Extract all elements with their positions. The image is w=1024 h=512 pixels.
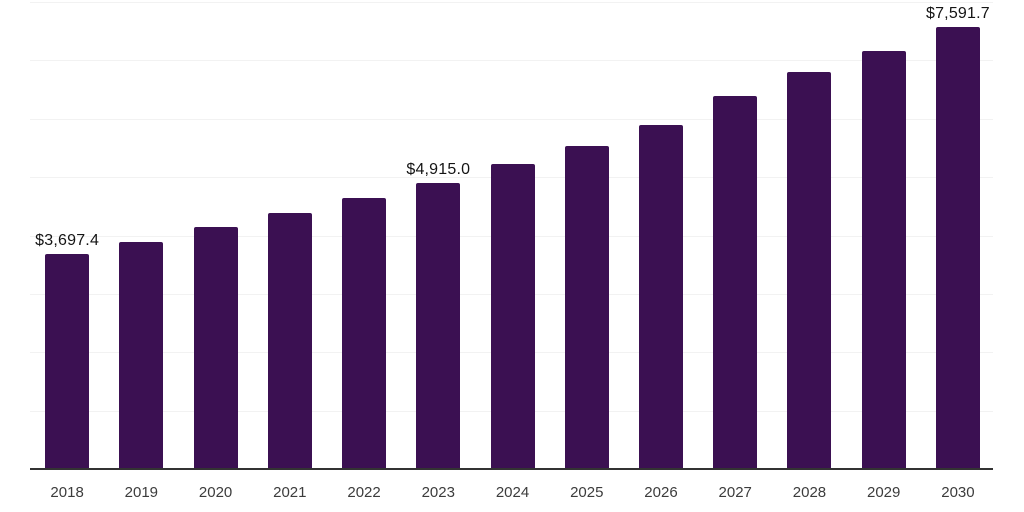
bar-2019 <box>119 241 164 470</box>
bar-group-2021 <box>253 3 327 470</box>
data-label-2023: $4,915.0 <box>406 161 471 179</box>
x-tick-label-2026: 2026 <box>644 484 678 501</box>
data-label-2018: $3,697.4 <box>35 232 100 250</box>
bar-2018 <box>45 254 90 470</box>
bar-group-2023: $4,915.0 <box>401 3 475 470</box>
bar-2023 <box>416 183 461 470</box>
bar-2027 <box>713 95 758 470</box>
x-tick-label-2023: 2023 <box>421 484 455 501</box>
bar-group-2027 <box>698 3 772 470</box>
bar-group-2022 <box>327 3 401 470</box>
gridline-8000 <box>30 2 993 3</box>
bar-2021 <box>267 213 312 470</box>
gridline-7000 <box>30 60 993 62</box>
bar-2030 <box>935 26 980 470</box>
x-tick-label-2025: 2025 <box>570 484 604 501</box>
x-axis-line <box>30 468 993 470</box>
x-tick-label-2029: 2029 <box>867 484 901 501</box>
bar-group-2030: $7,591.7 <box>921 3 995 470</box>
bar-group-2019 <box>104 3 178 470</box>
gridline-6000 <box>30 118 993 120</box>
plot-area: $3,697.4 $4,915.0 $7,591.7 <box>30 2 995 470</box>
bar-2028 <box>787 71 832 470</box>
bar-2020 <box>193 227 238 470</box>
bar-group-2025 <box>550 3 624 470</box>
bar-group-2020 <box>178 3 252 470</box>
bar-2026 <box>638 125 683 470</box>
x-tick-label-2019: 2019 <box>124 484 159 501</box>
x-tick-label-2018: 2018 <box>50 484 84 501</box>
x-tick-label-2022: 2022 <box>347 484 381 501</box>
x-tick-label-2028: 2028 <box>792 484 827 501</box>
data-label-2030: $7,591.7 <box>925 4 990 22</box>
bar-2022 <box>342 198 387 470</box>
bars-container: $3,697.4 $4,915.0 $7,591.7 <box>30 3 995 470</box>
bar-2029 <box>861 51 906 470</box>
x-axis-tick-labels: 2018 2019 2020 2021 2022 2023 2024 2025 2026 2027… <box>30 484 995 502</box>
bar-group-2018: $3,697.4 <box>30 3 104 470</box>
bar-group-2024 <box>475 3 549 470</box>
bar-group-2028 <box>772 3 846 470</box>
bar-2025 <box>564 146 609 470</box>
bar-group-2029 <box>847 3 921 470</box>
x-tick-label-2030: 2030 <box>941 484 975 501</box>
x-tick-label-2021: 2021 <box>273 484 307 501</box>
x-tick-label-2020: 2020 <box>198 484 233 501</box>
x-tick-label-2027: 2027 <box>718 484 752 501</box>
bar-2024 <box>490 163 535 470</box>
x-tick-label-2024: 2024 <box>495 484 530 501</box>
bar-group-2026 <box>624 3 698 470</box>
